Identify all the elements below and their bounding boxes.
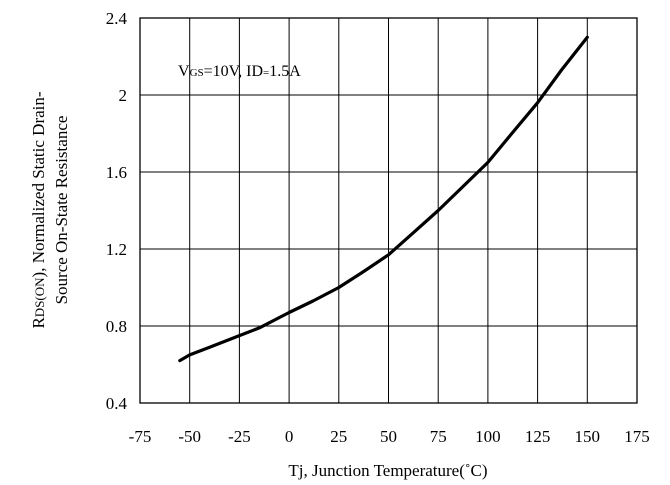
x-tick-label: 125 (525, 427, 551, 446)
grid (140, 18, 637, 403)
x-tick-label: 175 (624, 427, 650, 446)
y-tick-labels: 0.4 0.8 1.2 1.6 2 2.4 (106, 9, 128, 413)
series-layer (178, 35, 589, 363)
annotation-part: V (178, 63, 190, 80)
x-tick-label: 0 (285, 427, 294, 446)
x-tick-label: -75 (129, 427, 152, 446)
x-tick-label: 50 (380, 427, 397, 446)
annotation-part: D (251, 63, 263, 80)
y-axis-label-line2: Source On-State Resistance (52, 116, 71, 305)
annotation-part: = (263, 67, 269, 79)
annotation-part: =10V, I (204, 63, 252, 80)
y-axis-label-line1: RDS(ON), Normalized Static Drain- (29, 91, 48, 328)
y-tick-label: 0.8 (106, 317, 127, 336)
x-tick-label: 25 (330, 427, 347, 446)
y-axis-label-part: DS(ON (32, 277, 47, 317)
y-axis-label-part: R (29, 317, 48, 329)
x-tick-label: 75 (430, 427, 447, 446)
series-line (178, 35, 589, 363)
annotation-part: 1.5A (269, 63, 301, 80)
y-axis-label-part: ), Normalized Static Drain- (29, 91, 48, 277)
x-axis-label: Tj, Junction Temperature(˚C) (288, 461, 487, 480)
x-tick-label: 100 (475, 427, 501, 446)
x-tick-label: -25 (228, 427, 251, 446)
condition-annotation: VGS=10V, ID=1.5A (178, 63, 301, 80)
y-tick-label: 0.4 (106, 394, 128, 413)
y-tick-label: 1.6 (106, 163, 127, 182)
x-tick-labels: -75 -50 -25 0 25 50 75 100 125 150 175 (129, 427, 650, 446)
y-tick-label: 2 (119, 86, 128, 105)
x-tick-label: -50 (178, 427, 201, 446)
y-tick-label: 2.4 (106, 9, 128, 28)
x-tick-label: 150 (575, 427, 601, 446)
plot-frame (139, 17, 638, 404)
annotation-part: GS (190, 67, 204, 79)
y-tick-label: 1.2 (106, 240, 127, 259)
